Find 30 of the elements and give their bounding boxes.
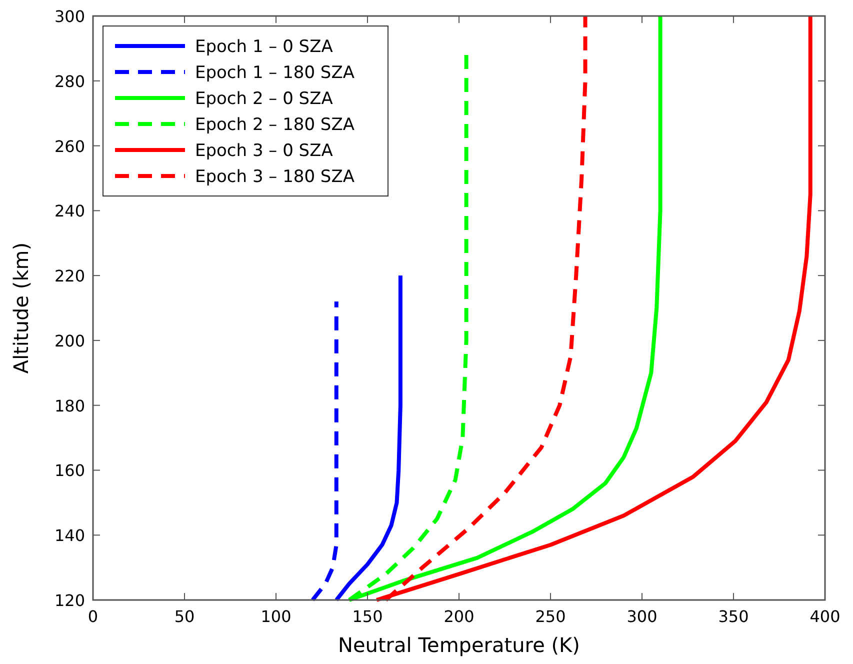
y-tick-label: 280 (54, 72, 85, 91)
y-tick-label: 240 (54, 202, 85, 221)
x-tick-label: 100 (260, 607, 292, 626)
y-tick-label: 220 (54, 266, 85, 286)
y-tick-label: 260 (54, 136, 85, 156)
legend-label: Epoch 3 – 180 SZA (195, 167, 355, 187)
x-tick-label: 0 (88, 607, 98, 626)
line-series (310, 300, 338, 602)
y-axis-title: Altitude (km) (9, 242, 33, 374)
x-tick-label: 50 (174, 607, 195, 626)
x-tick-label: 300 (626, 607, 658, 626)
legend-label: Epoch 3 – 0 SZA (195, 141, 334, 161)
x-tick-label: 150 (352, 607, 383, 626)
x-axis-title: Neutral Temperature (K) (338, 633, 580, 657)
x-tick-label: 400 (810, 607, 840, 626)
x-tick-label: 250 (535, 607, 566, 626)
legend-label: Epoch 2 – 0 SZA (195, 89, 334, 109)
legend-label: Epoch 1 – 0 SZA (195, 37, 334, 57)
y-tick-label: 300 (54, 7, 85, 26)
line-series (374, 14, 812, 602)
y-tick-label: 200 (54, 331, 85, 350)
legend-label: Epoch 2 – 180 SZA (195, 115, 355, 135)
line-series (334, 274, 402, 602)
y-tick-label: 120 (54, 591, 85, 610)
y-tick-label: 160 (54, 461, 85, 480)
y-tick-label: 140 (54, 526, 85, 546)
x-tick-label: 350 (718, 607, 749, 626)
x-tick-label: 200 (444, 607, 474, 626)
legend-label: Epoch 1 – 180 SZA (195, 63, 355, 83)
y-tick-label: 180 (54, 396, 85, 416)
